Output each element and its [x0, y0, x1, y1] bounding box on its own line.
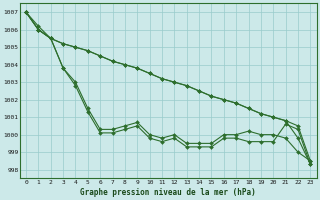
X-axis label: Graphe pression niveau de la mer (hPa): Graphe pression niveau de la mer (hPa) — [80, 188, 256, 197]
